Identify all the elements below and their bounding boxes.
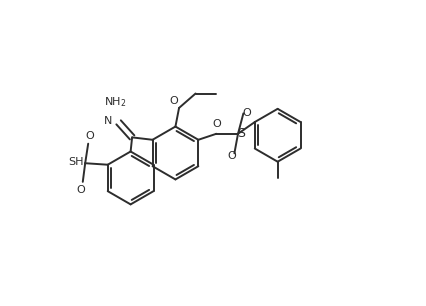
Text: O: O — [242, 108, 251, 118]
Text: O: O — [213, 119, 222, 129]
Text: N: N — [104, 116, 112, 126]
Text: S: S — [237, 127, 245, 140]
Text: NH$_2$: NH$_2$ — [104, 95, 127, 109]
Text: O: O — [169, 95, 178, 106]
Text: SH: SH — [68, 157, 83, 167]
Text: O: O — [227, 151, 236, 161]
Text: O: O — [86, 131, 95, 141]
Text: O: O — [76, 185, 85, 196]
